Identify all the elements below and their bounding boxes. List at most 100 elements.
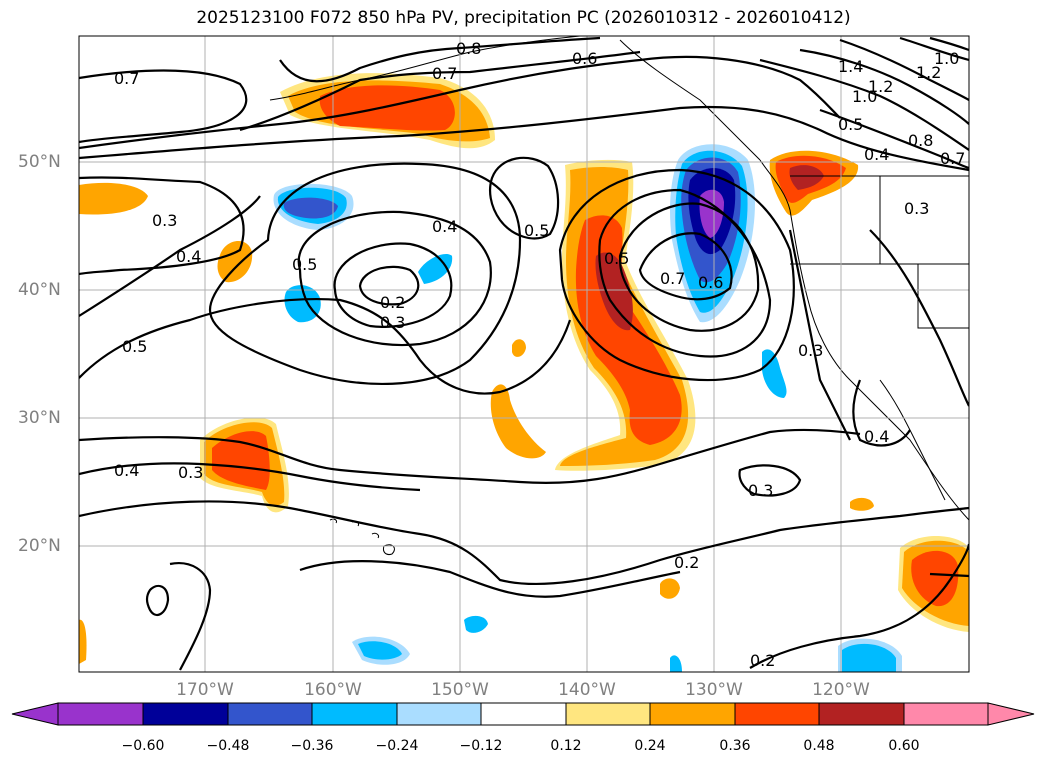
precip-blob-south-2: [850, 497, 874, 511]
contour-label: 1.2: [916, 63, 941, 82]
state-border-3: [917, 264, 969, 329]
colorbar-bin: [480, 702, 567, 726]
contour-label: 0.2: [750, 651, 775, 670]
lon-label-130w: 130°W: [685, 680, 743, 700]
na-west-coast: [759, 159, 969, 521]
colorbar-bin: [142, 702, 229, 726]
lon-label-170w: 170°W: [176, 680, 234, 700]
contour-12: [799, 48, 969, 125]
contour-label: 0.8: [908, 131, 933, 150]
map-frame: [78, 35, 970, 673]
contour-label: 0.5: [122, 337, 147, 356]
contour-label: 0.3: [798, 341, 823, 360]
contour-05-north: [79, 105, 969, 172]
contour-label: 0.4: [864, 145, 889, 164]
contour-02-south: [79, 500, 969, 585]
contour-label: 0.8: [456, 39, 481, 58]
colorbar-bin: [903, 702, 989, 726]
alaska-panhandle-coast: [619, 39, 761, 161]
contour-south-east: [749, 543, 969, 669]
contour-label: 0.7: [940, 149, 965, 168]
contour-label: 0.4: [432, 217, 457, 236]
colorbar-bin: [57, 702, 144, 726]
contour-04-west: [79, 195, 261, 317]
contour-07-north: [79, 69, 248, 144]
contour-14: [839, 38, 969, 101]
contour-04-east: [852, 379, 911, 447]
contour-06: [79, 55, 841, 150]
contour-label: 0.3: [380, 313, 405, 332]
coastlines: [269, 36, 969, 555]
hawaii-islands: [329, 518, 395, 555]
colorbar-bin: [227, 702, 313, 726]
contour-06-trough: [618, 202, 760, 332]
contour-label: 1.0: [852, 87, 877, 106]
contour-03-loop-south: [738, 464, 802, 497]
contour-low-02: [358, 265, 420, 306]
contour-label: 0.3: [178, 463, 203, 482]
precip-blob-170w: [217, 241, 253, 283]
colorbar-bin: [565, 702, 651, 726]
precip-band-140w-deep: [595, 252, 633, 331]
precip-blob-south-1: [660, 578, 680, 599]
colorbar-tick: 0.12: [550, 738, 582, 754]
contour-label: 0.4: [176, 247, 201, 266]
contour-loop-sw: [145, 584, 170, 617]
contour-02-south-2: [299, 560, 681, 598]
precip-blob-125w: [762, 349, 787, 398]
contour-label: 1.4: [838, 57, 863, 76]
pv-contours: [79, 36, 969, 671]
colorbar-bin: [818, 702, 905, 726]
contour-03-west: [79, 176, 245, 276]
contour-05-loop-140w: [489, 156, 560, 240]
precip-blob-small-1: [512, 339, 526, 357]
contour-label: 0.7: [432, 64, 457, 83]
contour-label: 0.5: [524, 221, 549, 240]
precip-blob-130w-purple: [699, 189, 724, 238]
precip-blob-south-blue-4: [670, 655, 682, 672]
precip-blob-blue-1c: [283, 197, 338, 219]
contour-03-east: [788, 229, 851, 441]
contour-07-trough: [638, 232, 733, 301]
contour-top-right-b: [929, 36, 969, 52]
colorbar-bin: [649, 702, 736, 726]
precip-blob-blue-3: [418, 253, 453, 284]
contour-04-mid: [79, 428, 861, 484]
contour-08-right: [819, 108, 969, 170]
lat-label-20n: 20°N: [18, 536, 61, 556]
contour-top-right-a: [899, 36, 969, 62]
colorbar: [11, 702, 1035, 726]
contour-label: 0.6: [698, 273, 723, 292]
colorbar-bin: [396, 702, 482, 726]
contour-label: 0.3: [152, 211, 177, 230]
contour-label: 0.7: [660, 269, 685, 288]
contour-08: [279, 36, 601, 83]
colorbar-tick: 0.60: [888, 738, 920, 754]
lat-label-40n: 40°N: [18, 280, 61, 300]
lat-label-30n: 30°N: [18, 408, 61, 428]
contour-label: 0.7: [114, 69, 139, 88]
contour-low-04: [297, 210, 492, 347]
contour-label: 0.4: [114, 461, 139, 480]
contour-05-outer: [208, 162, 522, 386]
colorbar-tick: −0.24: [375, 738, 419, 754]
colorbar-tick: 0.48: [803, 738, 835, 754]
lon-label-150w: 150°W: [431, 680, 489, 700]
contour-south-arc: [169, 562, 212, 671]
contour-label: 0.5: [604, 249, 629, 268]
colorbar-bin: [311, 702, 398, 726]
precip-blob-blue-2: [284, 285, 321, 323]
colorbar-tick: 0.36: [719, 738, 751, 754]
precip-blob-south-blue-1b: [358, 641, 402, 660]
contour-label: 1.2: [868, 77, 893, 96]
contour-label: 0.5: [838, 115, 863, 134]
contour-03-mid: [79, 462, 421, 492]
contour-label: 0.6: [572, 49, 597, 68]
contour-05-west: [79, 298, 572, 395]
colorbar-tick: −0.36: [290, 738, 334, 754]
contour-03-east-2: [869, 229, 969, 407]
map-title: 2025123100 F072 850 hPa PV, precipitatio…: [196, 8, 851, 28]
lon-label-140w: 140°W: [558, 680, 616, 700]
colorbar-tick: −0.48: [206, 738, 250, 754]
contour-label: 0.4: [864, 427, 889, 446]
